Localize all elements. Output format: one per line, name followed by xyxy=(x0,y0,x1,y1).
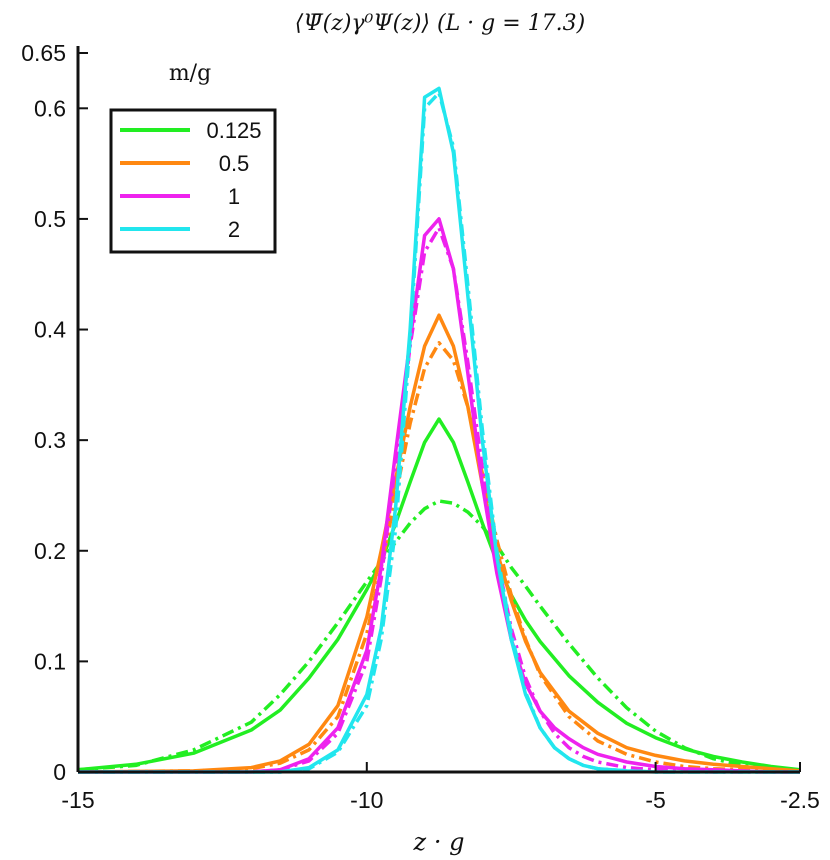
series-1-dashdot-line xyxy=(77,341,801,774)
y-tick-label: 0.1 xyxy=(34,648,66,674)
x-ticks: -15 -10 -5 -2.5 xyxy=(61,762,820,813)
series-0-solid-line xyxy=(77,417,801,772)
y-tick-label: 0.2 xyxy=(34,538,66,564)
y-tick-label: 0.65 xyxy=(21,40,66,66)
x-tick-label: -15 xyxy=(61,787,94,813)
x-axis-label: z · g xyxy=(413,828,465,856)
series-2-dashdot-line xyxy=(78,226,800,774)
series-1-solid-line xyxy=(77,313,801,774)
legend-title: m/g xyxy=(169,61,211,86)
x-tick-label: -5 xyxy=(645,787,665,813)
chart-title: ⟨Ψ̄(z)γ⁰Ψ(z)⟩ (L · g = 17.3) xyxy=(295,11,585,36)
y-tick-label: 0.5 xyxy=(34,206,66,232)
x-tick-label: -2.5 xyxy=(780,787,820,813)
series-0-dashdot-line xyxy=(77,499,801,773)
y-tick-label: 0 xyxy=(53,759,66,785)
x-tick-label: -10 xyxy=(350,787,383,813)
legend: 0.125 0.5 1 2 xyxy=(109,108,277,254)
legend-label-1: 0.5 xyxy=(219,151,250,176)
y-tick-label: 0.3 xyxy=(34,427,66,453)
legend-label-3: 2 xyxy=(228,217,240,242)
y-tick-label: 0.6 xyxy=(34,95,66,121)
y-ticks: 0 0.1 0.2 0.3 0.4 0.5 0.6 0.65 xyxy=(21,40,88,785)
y-tick-label: 0.4 xyxy=(34,317,66,343)
series-2-solid-line xyxy=(78,217,800,774)
legend-label-0: 0.125 xyxy=(206,118,261,143)
legend-label-2: 1 xyxy=(228,184,240,209)
